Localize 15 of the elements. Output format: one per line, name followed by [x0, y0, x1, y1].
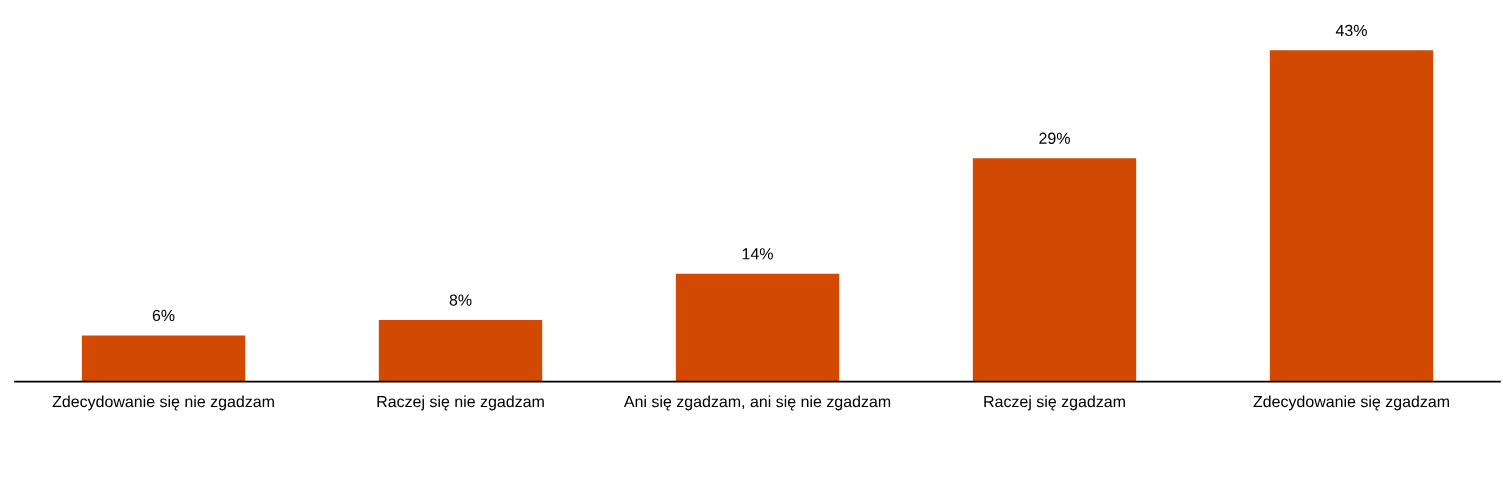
bar	[675, 273, 840, 382]
data-label: 43%	[1335, 24, 1367, 37]
x-tick-label: Zdecydowanie się zgadzam	[1253, 395, 1449, 411]
x-tick-label: Raczej się nie zgadzam	[377, 395, 544, 411]
data-label: 8%	[449, 294, 472, 306]
bar	[378, 319, 543, 382]
data-label: 6%	[152, 309, 175, 322]
bar	[972, 158, 1137, 382]
x-tick-label: Ani się zgadzam, ani się nie zgadzam	[623, 395, 891, 411]
data-label: 14%	[742, 248, 773, 260]
x-tick-label: Raczej się zgadzam	[984, 395, 1125, 411]
x-tick-label: Zdecydowanie się nie zgadzam	[52, 395, 274, 411]
data-label: 29%	[1039, 132, 1070, 144]
bar	[81, 335, 246, 382]
bar	[1269, 50, 1434, 382]
